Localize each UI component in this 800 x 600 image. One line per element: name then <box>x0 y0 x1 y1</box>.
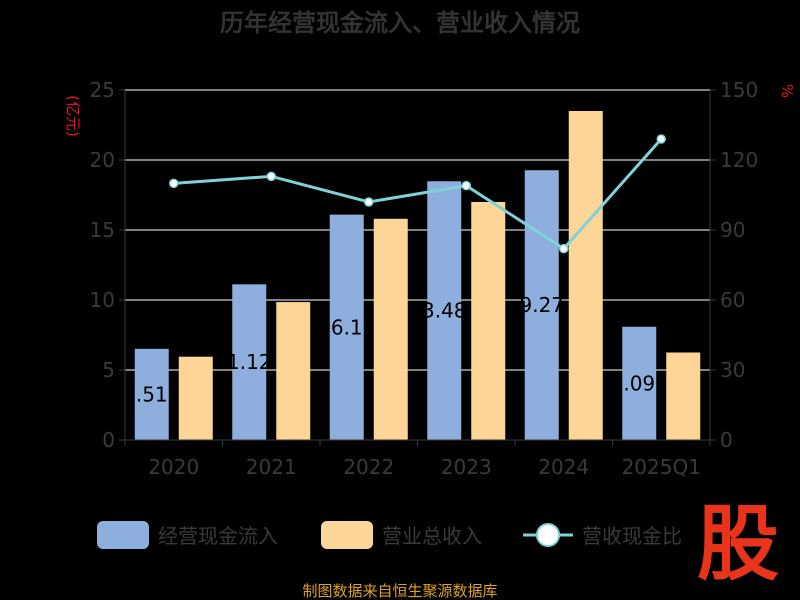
line-point <box>461 180 471 191</box>
gridlines <box>125 89 710 371</box>
bar-cash-inflow <box>329 214 364 440</box>
bar-cash-inflow <box>524 170 559 440</box>
legend-swatch-total-revenue <box>321 521 373 549</box>
left-axis-tick-label: 10 <box>90 288 115 312</box>
source-note: 制图数据来自恒生聚源数据库 <box>302 582 497 600</box>
watermark-logo: 股 <box>697 497 779 592</box>
line-point <box>364 197 374 207</box>
data-labels: .51 1.12 6.1 3.48 9.27 .09 <box>136 293 655 406</box>
right-axis-tick-label: 0 <box>720 428 733 452</box>
right-axis-tick-label: 90 <box>720 218 745 242</box>
right-axis-tick-label: 150 <box>720 78 758 102</box>
bar-total-revenue <box>666 352 701 440</box>
legend: 经营现金流入 营业总收入 营收现金比 <box>97 521 682 549</box>
bar-cash-inflow <box>232 284 267 440</box>
left-axis-tick-label: 0 <box>102 428 115 452</box>
data-label-cash-inflow: 1.12 <box>227 350 272 374</box>
legend-swatch-ratio-marker <box>536 523 560 547</box>
axes: 0 5 10 15 20 25 0 30 60 90 120 150 2020 2021 2022 2023 2… <box>90 78 759 479</box>
x-axis-tick-label: 2023 <box>441 455 492 479</box>
line-point <box>559 243 569 254</box>
bar-cash-inflow <box>622 326 657 440</box>
right-axis-tick-label: 120 <box>720 148 758 172</box>
left-axis-tick-label: 15 <box>90 218 115 242</box>
line-point <box>266 171 276 182</box>
x-axis-tick-label: 2020 <box>148 455 199 479</box>
legend-label-ratio: 营收现金比 <box>582 524 682 548</box>
right-axis-tick-label: 30 <box>720 358 745 382</box>
x-axis-tick-label: 2025Q1 <box>622 455 701 479</box>
line-point <box>169 178 179 189</box>
line-cash-revenue-ratio <box>173 138 663 251</box>
bar-cash-inflow <box>134 348 169 440</box>
bar-cash-inflow <box>427 181 462 440</box>
line-point <box>656 134 666 144</box>
x-axis-tick-label: 2021 <box>246 455 297 479</box>
legend-label-cash-inflow: 经营现金流入 <box>158 524 278 548</box>
bar-total-revenue <box>178 356 213 440</box>
x-axis-tick-label: 2022 <box>343 455 394 479</box>
bar-total-revenue <box>568 111 603 440</box>
data-label-cash-inflow: .51 <box>136 382 168 406</box>
legend-label-total-revenue: 营业总收入 <box>382 524 482 548</box>
left-axis-unit-label: (亿元) <box>64 95 82 137</box>
data-label-cash-inflow: 6.1 <box>331 315 363 339</box>
data-label-cash-inflow: .09 <box>623 371 655 395</box>
bar-total-revenue <box>373 218 408 440</box>
bar-series-group <box>134 111 701 440</box>
left-axis-tick-label: 25 <box>90 78 115 102</box>
left-axis-tick-label: 20 <box>90 148 115 172</box>
line-series-group <box>169 134 666 254</box>
x-axis-tick-label: 2024 <box>538 455 589 479</box>
right-axis-tick-label: 60 <box>720 288 745 312</box>
bar-total-revenue <box>471 202 506 440</box>
chart-title: 历年经营现金流入、营业收入情况 <box>220 9 580 37</box>
data-label-cash-inflow: 9.27 <box>519 293 564 317</box>
left-axis-tick-label: 5 <box>102 358 115 382</box>
data-label-cash-inflow: 3.48 <box>422 299 467 323</box>
legend-swatch-cash-inflow <box>97 521 149 549</box>
bar-total-revenue <box>276 302 311 440</box>
right-axis-unit-label: % <box>778 84 796 98</box>
